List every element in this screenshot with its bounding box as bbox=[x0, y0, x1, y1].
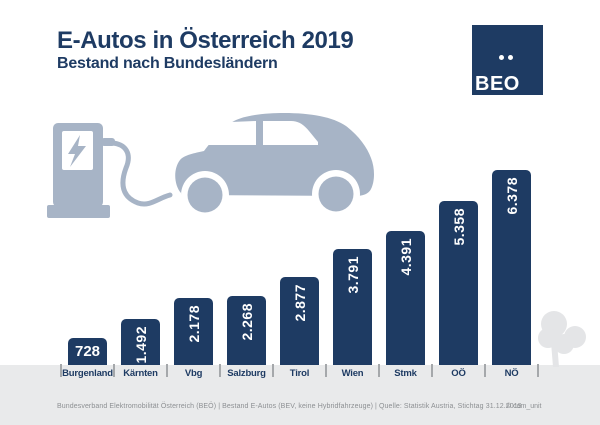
tree-icon bbox=[538, 311, 586, 367]
axis-tick bbox=[272, 364, 274, 377]
bar-Stmk: 4.391 bbox=[386, 231, 425, 365]
category-label-Kärnten: Kärnten bbox=[123, 368, 158, 379]
umlaut-dot-icon bbox=[508, 55, 513, 60]
charging-cable bbox=[109, 140, 173, 207]
car-window bbox=[204, 121, 256, 145]
category-label-Stmk: Stmk bbox=[394, 368, 417, 379]
logo-text: BEO bbox=[475, 73, 520, 95]
category-label-Salzburg: Salzburg bbox=[227, 368, 266, 379]
bar-NÖ: 6.378 bbox=[492, 170, 531, 365]
axis-tick bbox=[484, 364, 486, 377]
bar-Kärnten: 1.492 bbox=[121, 319, 160, 365]
ev-charging-station-icon bbox=[47, 123, 115, 218]
axis-tick bbox=[325, 364, 327, 377]
bar-value-label: 2.178 bbox=[185, 305, 202, 343]
page-title: E-Autos in Österreich 2019 bbox=[57, 27, 354, 54]
car-window bbox=[263, 121, 318, 145]
axis-tick bbox=[113, 364, 115, 377]
bar-Burgenland: 728 bbox=[68, 338, 107, 365]
category-label-OÖ: OÖ bbox=[451, 368, 466, 379]
category-label-Tirol: Tirol bbox=[289, 368, 310, 379]
category-label-Vbg: Vbg bbox=[184, 368, 203, 379]
category-label-NÖ: NÖ bbox=[504, 368, 519, 379]
bar-Vbg: 2.178 bbox=[174, 298, 213, 365]
axis-tick bbox=[378, 364, 380, 377]
bar-value-label: 728 bbox=[74, 343, 101, 360]
bar-Wien: 3.791 bbox=[333, 249, 372, 365]
footer-source-text: Bundesverband Elektromobilität Österreic… bbox=[57, 403, 522, 410]
bar-Tirol: 2.877 bbox=[280, 277, 319, 365]
bar-value-label: 4.391 bbox=[397, 238, 414, 276]
bar-value-label: 3.791 bbox=[344, 256, 361, 294]
page-subtitle: Bestand nach Bundesländern bbox=[57, 55, 278, 72]
bar-Salzburg: 2.268 bbox=[227, 296, 266, 365]
umlaut-dot-icon bbox=[499, 55, 504, 60]
ground-strip bbox=[0, 365, 600, 425]
bar-OÖ: 5.358 bbox=[439, 201, 478, 365]
bar-value-label: 5.358 bbox=[450, 208, 467, 246]
axis-tick bbox=[60, 364, 62, 377]
footer-credit-text: © com_unit bbox=[506, 403, 542, 410]
category-label-Burgenland: Burgenland bbox=[62, 368, 113, 379]
bar-value-label: 2.877 bbox=[291, 284, 308, 322]
bar-value-label: 2.268 bbox=[238, 303, 255, 341]
axis-tick bbox=[537, 364, 539, 377]
wheel-icon bbox=[187, 177, 223, 213]
category-label-Wien: Wien bbox=[341, 368, 364, 379]
wheel-icon bbox=[318, 176, 354, 212]
bar-value-label: 1.492 bbox=[132, 326, 149, 364]
bar-value-label: 6.378 bbox=[503, 177, 520, 215]
axis-tick bbox=[219, 364, 221, 377]
axis-tick bbox=[166, 364, 168, 377]
axis-tick bbox=[431, 364, 433, 377]
ev-charging-illustration bbox=[47, 113, 374, 219]
lightning-bolt-icon bbox=[68, 135, 86, 167]
beo-logo: BEO bbox=[472, 25, 543, 95]
header: E-Autos in Österreich 2019 Bestand nach … bbox=[57, 27, 354, 73]
electric-car-icon bbox=[175, 113, 374, 219]
